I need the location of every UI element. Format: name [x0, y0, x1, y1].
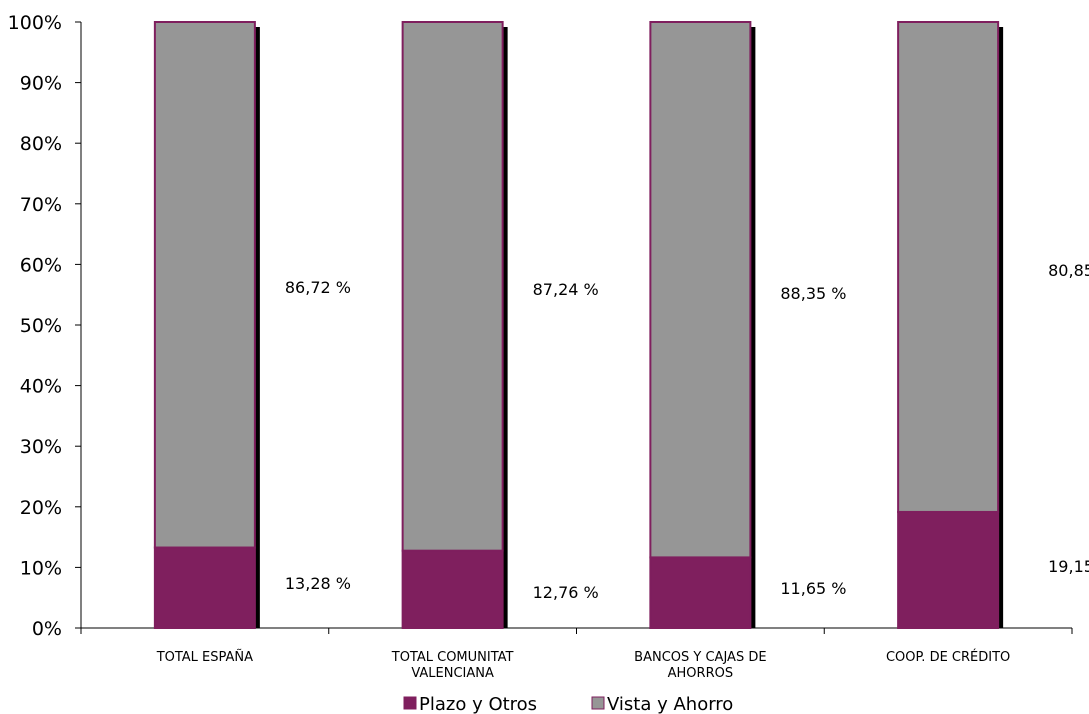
- data-label: 13,28 %: [285, 574, 351, 593]
- y-tick-label: 60%: [20, 254, 62, 276]
- y-tick-label: 20%: [20, 497, 62, 519]
- bar-segment: [401, 21, 504, 552]
- bar-segment: [153, 21, 256, 549]
- data-label: 12,76 %: [533, 583, 599, 602]
- bar-segment: [897, 510, 1000, 629]
- y-tick-label: 70%: [20, 194, 62, 216]
- bar-segment: [153, 546, 256, 629]
- category-label: VALENCIANA: [411, 666, 494, 681]
- bar-segment: [897, 21, 1000, 513]
- category-label: COOP. DE CRÉDITO: [886, 649, 1010, 665]
- data-label: 11,65 %: [780, 579, 846, 598]
- bar-segment: [649, 21, 752, 559]
- data-label: 80,85 %: [1048, 261, 1089, 280]
- category-label: TOTAL ESPAÑA: [156, 649, 253, 665]
- y-tick-label: 80%: [20, 133, 62, 155]
- data-label: 86,72 %: [285, 278, 351, 297]
- bars: [153, 21, 1004, 629]
- y-tick-label: 40%: [20, 376, 62, 398]
- y-tick-label: 100%: [8, 12, 62, 34]
- legend-label: Vista y Ahorro: [607, 694, 733, 714]
- legend: Plazo y Otros Vista y Ahorro: [403, 694, 733, 714]
- data-label: 19,15 %: [1048, 557, 1089, 576]
- data-label: 88,35 %: [780, 284, 846, 303]
- axes: 0% 10% 20% 30% 40% 50% 60% 70% 80% 90% 100%: [8, 12, 1073, 640]
- category-label: TOTAL COMUNITAT: [391, 650, 514, 665]
- y-tick-label: 90%: [20, 73, 62, 95]
- y-tick-label: 10%: [20, 557, 62, 579]
- category-label: BANCOS Y CAJAS DE: [634, 650, 766, 665]
- data-label: 87,24 %: [533, 280, 599, 299]
- bar-segment: [401, 549, 504, 629]
- y-tick-label: 50%: [20, 315, 62, 337]
- data-labels: 13,28 % 86,72 % 12,76 % 87,24 % 11,65 % 88,35…: [285, 261, 1089, 602]
- y-tick-label: 0%: [32, 618, 62, 640]
- legend-label: Plazo y Otros: [419, 694, 537, 714]
- legend-swatch: [591, 696, 605, 710]
- y-tick-label: 30%: [20, 436, 62, 458]
- legend-swatch: [403, 696, 417, 710]
- category-label: AHORROS: [668, 666, 733, 681]
- bar-segment: [649, 556, 752, 629]
